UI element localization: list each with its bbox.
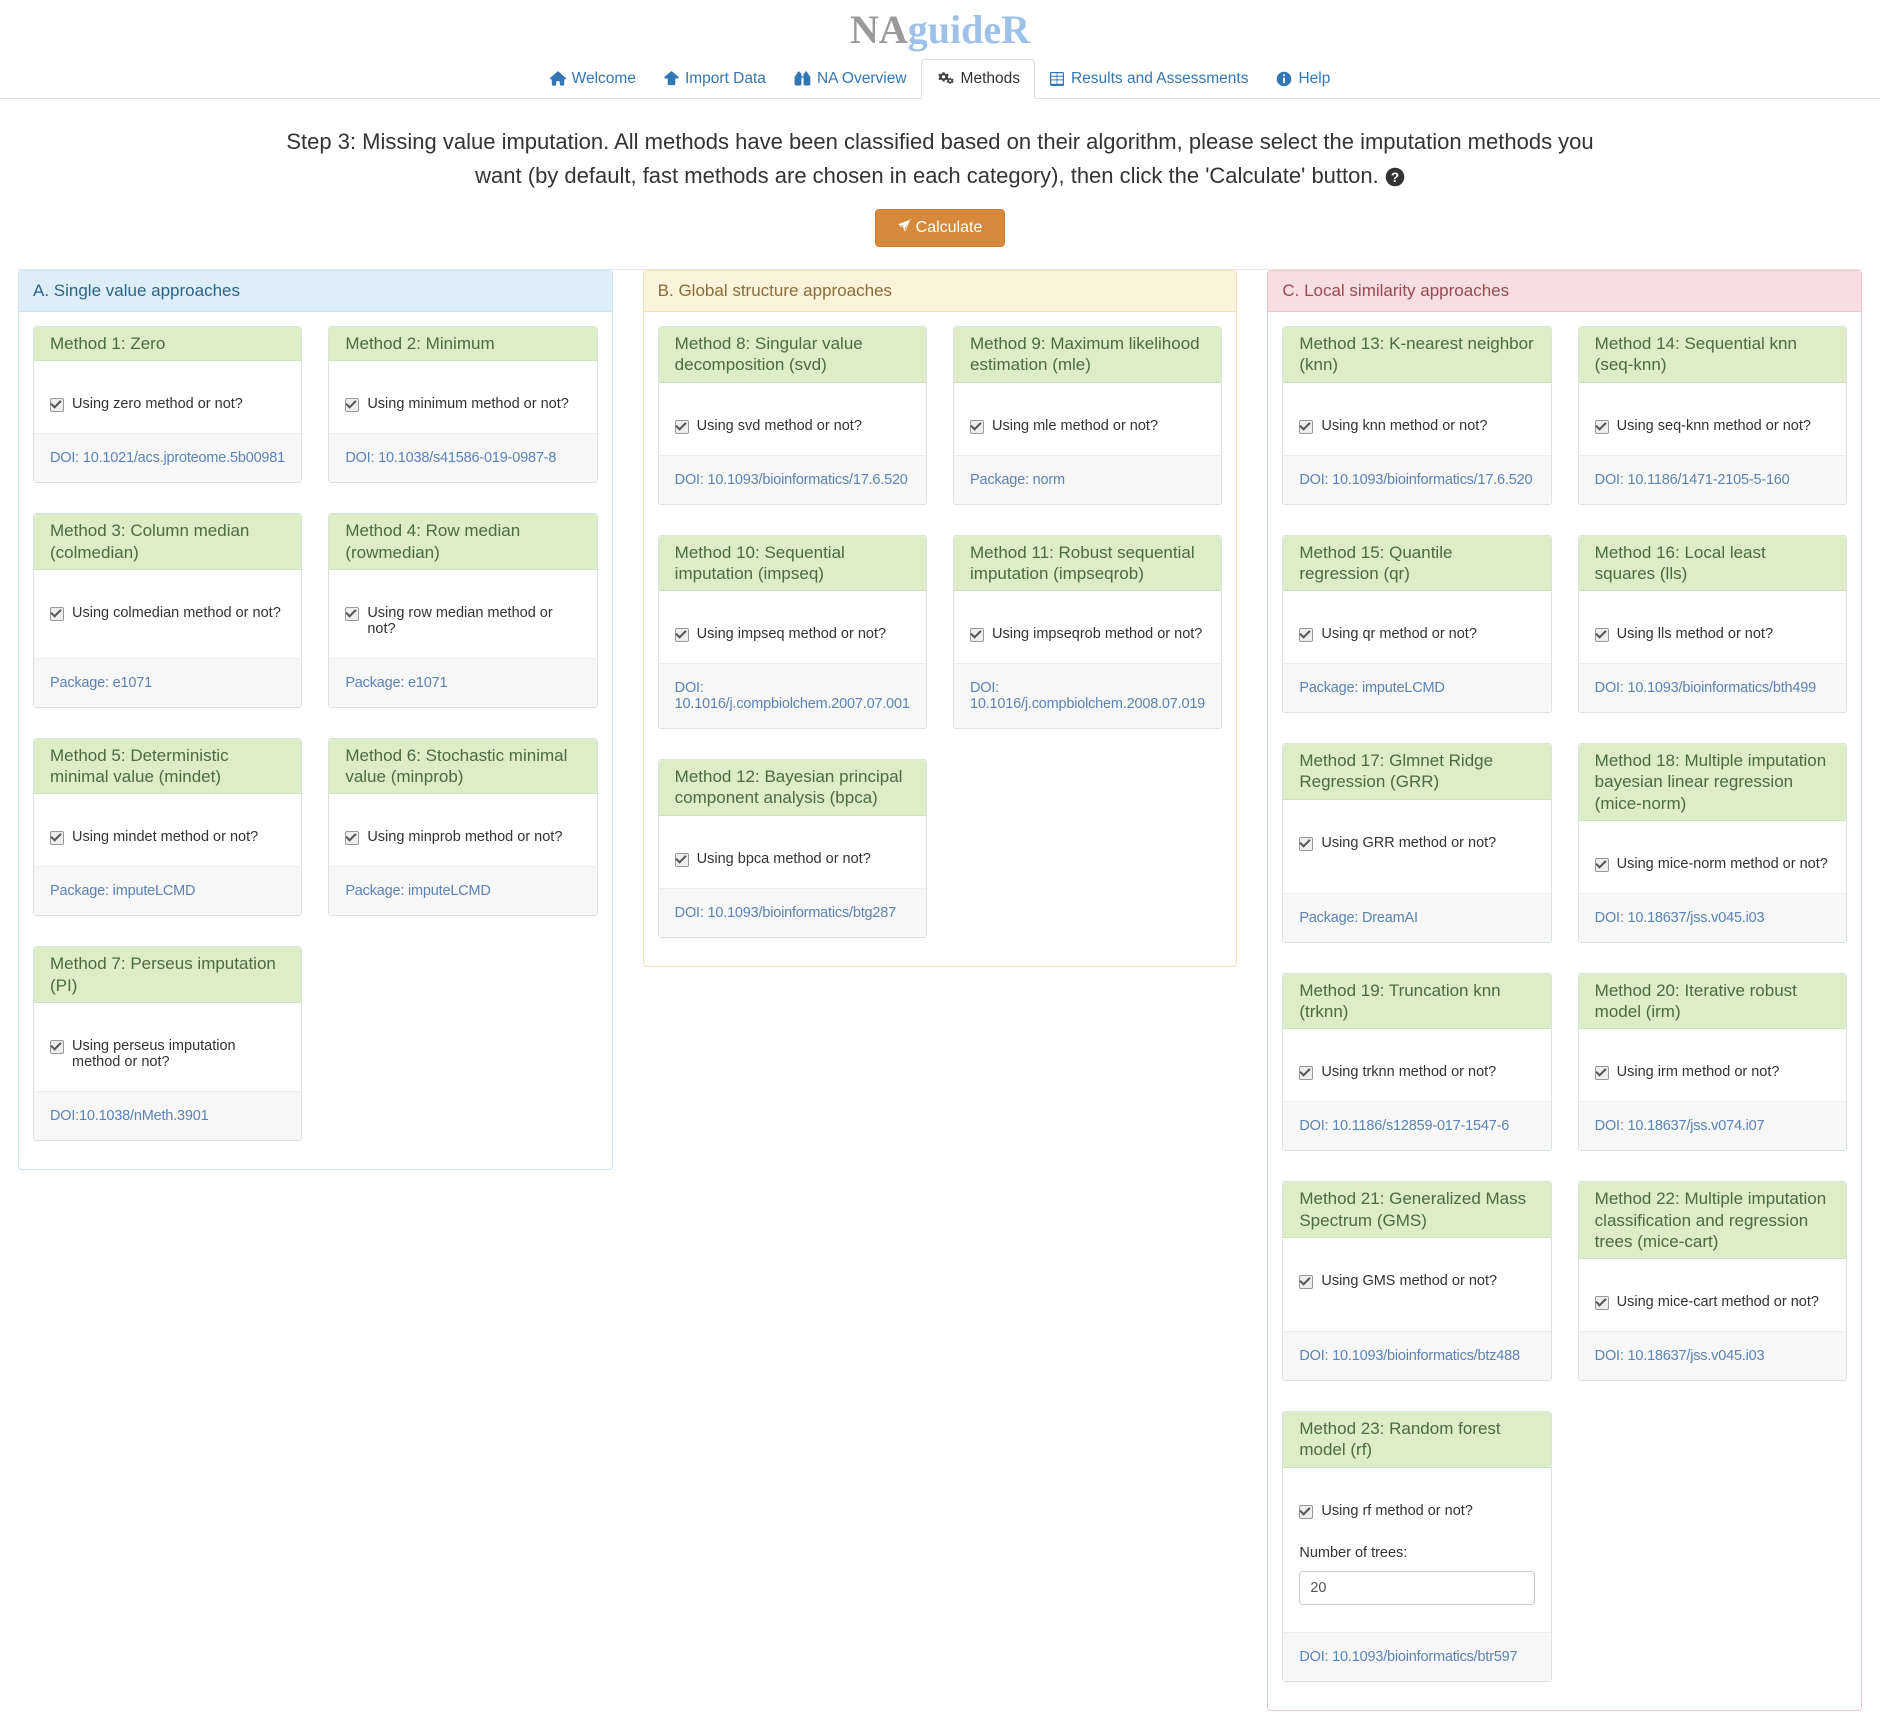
svg-text:?: ? xyxy=(1391,170,1399,185)
